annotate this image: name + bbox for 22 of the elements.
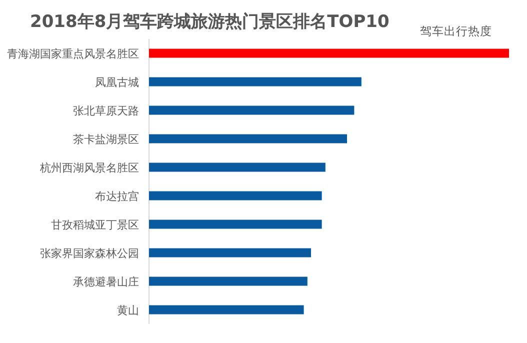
bar [149, 248, 311, 258]
bar [149, 191, 322, 200]
y-tick-label: 黄山 [117, 304, 139, 317]
y-tick-label: 凤凰古城 [95, 76, 139, 89]
chart-title: 2018年8月驾车跨城旅游热门景区排名TOP10 [30, 12, 390, 32]
bar [149, 305, 304, 314]
y-tick-label: 青海湖国家重点风景名胜区 [7, 47, 139, 60]
bar [149, 48, 509, 58]
y-tick-label: 承德避暑山庄 [73, 275, 139, 288]
y-tick-label: 杭州西湖风景名胜区 [39, 161, 139, 174]
bar [149, 220, 322, 229]
y-tick-label: 张北草原天路 [73, 104, 139, 118]
bar [149, 134, 347, 144]
bar [149, 106, 354, 115]
y-tick-label: 张家界国家森林公园 [40, 246, 139, 260]
bar [149, 77, 362, 86]
y-tick-label: 茶卡盐湖景区 [73, 132, 139, 146]
bar [149, 162, 326, 172]
series-label: 驾车出行热度 [420, 24, 492, 38]
y-tick-label: 甘孜稻城亚丁景区 [51, 218, 139, 232]
bar [149, 276, 308, 286]
y-tick-label: 布达拉宫 [95, 190, 139, 203]
